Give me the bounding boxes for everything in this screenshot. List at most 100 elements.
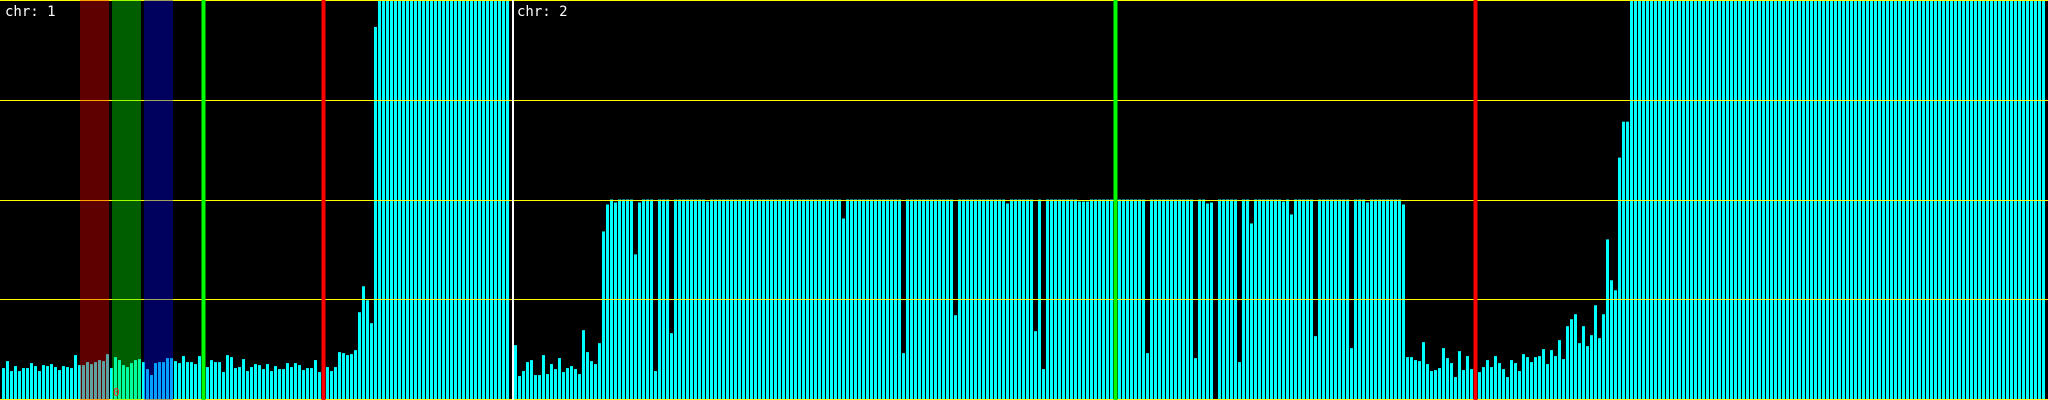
chr1-bar: [366, 300, 369, 399]
chr1-bar: [250, 367, 253, 399]
chr1-bar: [210, 360, 213, 399]
chr2-bar: [1842, 0, 1845, 399]
chr2-bar: [1874, 0, 1877, 399]
chr1-bar: [178, 363, 181, 399]
chr2-bar: [1902, 0, 1905, 399]
chr2-bar: [1350, 348, 1353, 399]
chr2-bar: [2030, 0, 2033, 399]
chr1-bar: [54, 367, 57, 399]
chr1-bar: [494, 0, 497, 399]
chr2-bar: [1614, 290, 1617, 399]
chr1-bar: [106, 354, 109, 399]
chr2-bar: [1802, 0, 1805, 399]
chr2-bar: [1422, 342, 1425, 399]
chr1-label: chr: 1: [5, 4, 56, 20]
chr1-bar: [174, 361, 177, 399]
chr2-bar: [530, 360, 533, 399]
chr2-bar: [1426, 364, 1429, 399]
chr1-bar: [298, 365, 301, 399]
chr2-bar: [1522, 354, 1525, 399]
chr1-bar: [414, 0, 417, 399]
chr2-bar: [1462, 370, 1465, 399]
chr1-bar: [434, 0, 437, 399]
chr2-bar: [1558, 340, 1561, 399]
chr2-bar: [1686, 0, 1689, 399]
chr1-bar: [6, 361, 9, 399]
chr2-bar: [1078, 201, 1081, 399]
chr1-annotation-marker: 0: [113, 386, 120, 399]
chr2-bar: [1678, 0, 1681, 399]
chr2-bar: [954, 315, 957, 399]
chr1-bar: [482, 0, 485, 399]
chr2-bar: [1550, 350, 1553, 399]
chr2-bar: [534, 375, 537, 399]
chr2-bar: [1682, 0, 1685, 399]
chr2-bar: [1442, 348, 1445, 399]
chr2-bar: [1958, 0, 1961, 399]
chr2-bar: [1718, 0, 1721, 399]
chr2-bar: [1502, 369, 1505, 399]
chr2-label: chr: 2: [517, 4, 568, 20]
chr1-bar: [342, 353, 345, 399]
chr1-bar: [242, 359, 245, 399]
chr2-bar: [1670, 0, 1673, 399]
chr2-bar: [1930, 0, 1933, 399]
chr2-bar: [1922, 0, 1925, 399]
chr1-bar: [142, 362, 145, 399]
chr2-bar: [1086, 201, 1089, 399]
chr2-bar: [1486, 360, 1489, 399]
chr1-bar: [86, 362, 89, 399]
chr2-bar: [1006, 203, 1009, 399]
chromosome-separator: [512, 0, 514, 400]
chr2-bar: [1582, 326, 1585, 399]
chr2-bar: [1890, 0, 1893, 399]
chr2-bar: [638, 202, 641, 399]
chr1-bar: [78, 365, 81, 399]
chr2-bar: [1914, 0, 1917, 399]
chr2-bar: [1566, 326, 1569, 399]
chr2-bar: [1470, 369, 1473, 399]
chr1-bar: [422, 0, 425, 399]
chr1-bar: [66, 367, 69, 399]
chr2-bar: [538, 375, 541, 399]
chr2-bar: [2006, 0, 2009, 399]
chr1-bar: [74, 355, 77, 399]
chr1-bar: [214, 362, 217, 399]
chr1-bar: [42, 365, 45, 399]
chr2-bar: [1778, 0, 1781, 399]
chr2-bar: [1518, 371, 1521, 399]
chr2-bar: [1830, 0, 1833, 399]
chr1-highlight-band: [144, 0, 173, 400]
chr2-bar: [526, 362, 529, 399]
chr2-bar: [1974, 0, 1977, 399]
chr2-bar: [1782, 0, 1785, 399]
chr1-bar: [146, 369, 149, 399]
chr2-bar: [1850, 0, 1853, 399]
chr2-bar: [1634, 0, 1637, 399]
chr2-bar: [1826, 0, 1829, 399]
chr1-bar: [170, 358, 173, 399]
chr2-bar: [1818, 0, 1821, 399]
chr1-bar: [182, 356, 185, 399]
chr2-bar: [1578, 343, 1581, 399]
chr2-bar: [1042, 369, 1045, 399]
chr2-bar: [1950, 0, 1953, 399]
chr1-bar: [262, 369, 265, 399]
chr1-bar: [38, 371, 41, 399]
chr2-bar: [654, 371, 657, 399]
chr1-bar: [426, 0, 429, 399]
chr1-bar: [286, 363, 289, 399]
chr1-bar: [354, 350, 357, 399]
chr2-bar: [1466, 356, 1469, 399]
chr2-bar: [1858, 0, 1861, 399]
chr2-bar: [1702, 0, 1705, 399]
chr2-bar: [1770, 0, 1773, 399]
chr2-bar: [1838, 0, 1841, 399]
chr2-bar: [1794, 0, 1797, 399]
chr1-bar: [26, 368, 29, 399]
chr1-bar: [346, 355, 349, 399]
chr2-bar: [1746, 0, 1749, 399]
chr2-bar: [1434, 370, 1437, 399]
